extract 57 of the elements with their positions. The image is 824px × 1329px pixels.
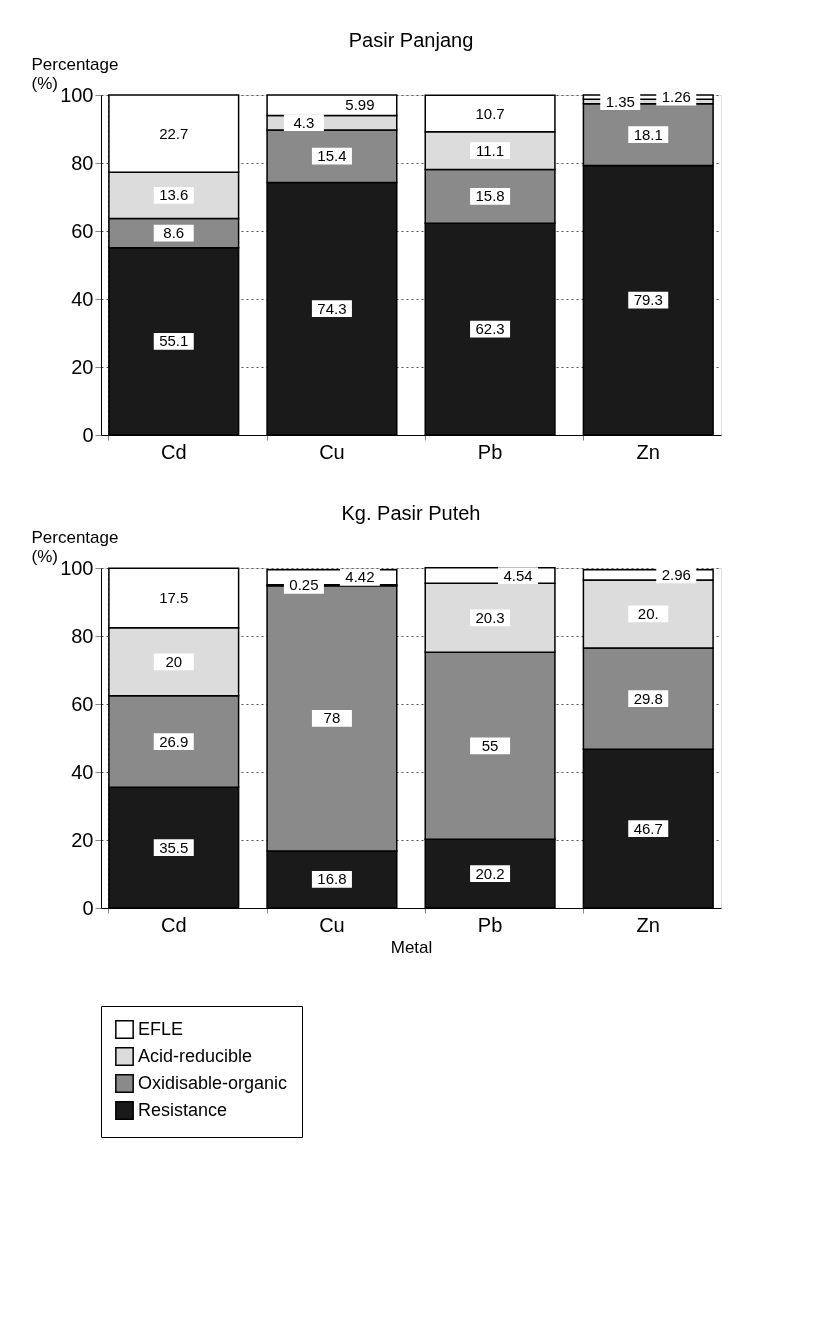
x-tick-label: Cu <box>319 440 345 463</box>
y-tick-label: 20 <box>71 355 94 378</box>
y-tick-label: 40 <box>71 287 94 310</box>
data-label: 13.6 <box>159 186 189 204</box>
y-tick-label: 60 <box>71 692 94 715</box>
data-label: 79.3 <box>633 291 663 309</box>
data-label: 29.8 <box>633 689 663 707</box>
chart-title: Kg. Pasir Puteh <box>341 502 481 524</box>
data-label: 0.25 <box>289 576 319 594</box>
data-label: 55.1 <box>159 332 189 350</box>
y-tick-label: 0 <box>82 896 94 919</box>
data-label: 46.7 <box>633 819 663 837</box>
data-label: 18.1 <box>633 125 663 143</box>
data-label: 1.26 <box>661 88 691 106</box>
y-tick-label: 80 <box>71 151 94 174</box>
data-label: 5.99 <box>345 96 375 114</box>
data-label: 35.5 <box>159 838 189 856</box>
data-label: 55 <box>481 736 499 754</box>
data-label: 74.3 <box>317 299 347 317</box>
x-axis-title: Metal <box>390 937 433 957</box>
data-label: 20.2 <box>475 864 505 882</box>
data-label: 4.3 <box>293 113 315 131</box>
x-tick-label: Pb <box>477 913 503 936</box>
legend-label: EFLE <box>138 1018 184 1039</box>
data-label: 2.96 <box>661 565 691 583</box>
x-tick-label: Pb <box>477 440 503 463</box>
x-tick-label: Cd <box>160 913 187 936</box>
y-tick-label: 20 <box>71 828 94 851</box>
data-label: 8.6 <box>163 224 185 242</box>
y-tick-label: 60 <box>71 219 94 242</box>
data-label: 15.8 <box>475 187 505 205</box>
x-tick-label: Cd <box>160 440 187 463</box>
data-label: 20 <box>165 652 183 670</box>
data-label: 4.54 <box>503 566 533 584</box>
data-label: 15.4 <box>317 147 347 165</box>
legend-label: Acid-reducible <box>138 1045 253 1066</box>
x-tick-label: Zn <box>636 913 660 936</box>
x-tick-label: Zn <box>636 440 660 463</box>
data-label: 16.8 <box>317 870 347 888</box>
data-label: 1.35 <box>605 92 635 110</box>
y-tick-label: 80 <box>71 624 94 647</box>
data-label: 4.42 <box>345 568 375 586</box>
data-label: 26.9 <box>159 732 189 750</box>
data-label: 17.5 <box>159 589 189 607</box>
data-label: 78 <box>323 709 341 727</box>
x-tick-label: Cu <box>319 913 345 936</box>
data-label: 11.1 <box>476 141 505 159</box>
y-tick-label: 0 <box>82 423 94 446</box>
legend-label: Resistance <box>138 1099 228 1120</box>
data-label: 10.7 <box>475 104 505 122</box>
data-label: 22.7 <box>159 124 189 142</box>
data-label: 20.3 <box>475 608 505 626</box>
chart-title: Pasir Panjang <box>348 29 474 51</box>
legend-label: Oxidisable-organic <box>138 1072 288 1093</box>
data-label: 20. <box>637 604 659 622</box>
y-tick-label: 40 <box>71 760 94 783</box>
data-label: 62.3 <box>475 320 505 338</box>
